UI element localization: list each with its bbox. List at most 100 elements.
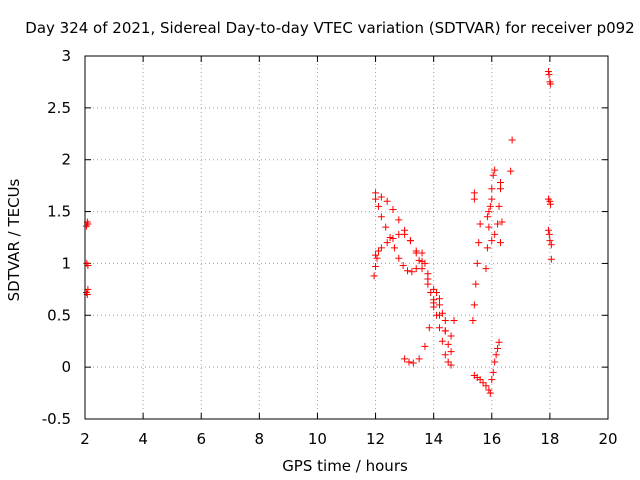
data-point — [491, 230, 499, 238]
y-tick-label: 2 — [61, 151, 71, 169]
data-point — [441, 351, 449, 359]
data-point — [483, 244, 491, 252]
x-tick-label: 2 — [80, 430, 90, 448]
data-point — [486, 202, 494, 210]
data-point — [372, 189, 380, 197]
data-point — [430, 303, 438, 311]
data-point — [372, 195, 380, 203]
data-point — [544, 68, 552, 76]
series-dip — [470, 338, 503, 397]
data-point — [377, 193, 385, 201]
data-point — [495, 338, 503, 346]
data-point — [386, 234, 394, 241]
y-tick-label: 1 — [61, 254, 71, 272]
data-point — [482, 265, 490, 273]
data-point — [399, 262, 407, 270]
x-tick-label: 16 — [482, 430, 501, 448]
data-point — [475, 239, 483, 247]
data-point — [547, 241, 555, 249]
data-point — [418, 257, 426, 265]
data-point — [374, 247, 382, 255]
data-point — [496, 179, 504, 187]
data-point — [447, 361, 455, 369]
data-point — [84, 262, 92, 270]
data-point — [489, 171, 497, 179]
data-point — [496, 239, 504, 247]
data-point — [488, 185, 496, 193]
data-point — [444, 340, 452, 348]
data-point — [424, 270, 432, 278]
series-rise-b — [482, 166, 499, 273]
grid — [85, 56, 608, 419]
series-low-arc — [401, 288, 458, 367]
data-point — [438, 309, 446, 317]
series-second-branch — [370, 247, 382, 280]
data-point — [496, 185, 504, 193]
data-point — [377, 213, 385, 221]
data-point — [372, 251, 380, 259]
x-tick-label: 10 — [308, 430, 327, 448]
data-point — [507, 167, 515, 175]
data-point — [435, 301, 443, 309]
data-point — [370, 272, 378, 280]
x-tick-label: 18 — [540, 430, 559, 448]
data-point — [395, 216, 403, 224]
series-hour-18 — [544, 68, 555, 263]
series-cross-band — [372, 230, 449, 335]
data-point — [508, 136, 516, 144]
data-point — [389, 235, 397, 243]
data-point — [401, 230, 409, 238]
axis-ticks: 2 4 6 8 10 12 14 16 18 20 -0.5 0 0.5 1 1.5 2 2.5 3 — [42, 47, 618, 448]
y-tick-label: 0 — [61, 358, 71, 376]
data-point — [486, 389, 494, 397]
data-point — [488, 376, 496, 384]
data-point — [390, 244, 398, 252]
data-point — [494, 220, 502, 228]
series-rise-c — [488, 179, 506, 247]
data-point — [372, 263, 380, 271]
y-tick-label: 1.5 — [47, 203, 71, 221]
data-point — [425, 324, 433, 332]
y-axis-label: SDTVAR / TECUs — [5, 178, 23, 301]
data-point — [373, 254, 381, 262]
data-point — [447, 348, 455, 356]
data-point — [438, 337, 446, 345]
data-point — [485, 208, 493, 216]
y-tick-label: 3 — [61, 47, 71, 65]
data-point — [435, 324, 443, 332]
data-point — [546, 200, 554, 208]
chart-title: Day 324 of 2021, Sidereal Day-to-day VTE… — [25, 19, 634, 37]
data-point — [494, 344, 502, 352]
data-point — [545, 71, 553, 79]
data-point — [412, 249, 420, 257]
data-point — [415, 256, 423, 264]
data-point — [408, 268, 416, 276]
data-point — [404, 267, 412, 275]
data-points — [82, 68, 555, 397]
data-point — [492, 351, 500, 359]
data-point — [447, 332, 455, 340]
y-tick-label: -0.5 — [42, 410, 71, 428]
x-tick-label: 12 — [366, 430, 385, 448]
data-point — [495, 202, 503, 210]
data-point — [84, 285, 92, 293]
x-tick-label: 20 — [598, 430, 617, 448]
data-point — [435, 295, 443, 303]
data-point — [476, 220, 484, 228]
data-point — [472, 280, 480, 288]
data-point — [424, 280, 432, 288]
data-point — [498, 218, 506, 226]
series-loop-descent — [372, 195, 455, 369]
data-point — [395, 254, 403, 262]
data-point — [406, 237, 414, 245]
data-point — [470, 189, 478, 197]
data-point — [485, 223, 493, 231]
data-point — [421, 342, 429, 350]
data-point — [433, 288, 441, 296]
data-point — [544, 226, 552, 234]
data-point — [489, 368, 497, 376]
data-point — [485, 386, 493, 394]
data-point — [469, 316, 477, 324]
data-point — [482, 382, 490, 390]
